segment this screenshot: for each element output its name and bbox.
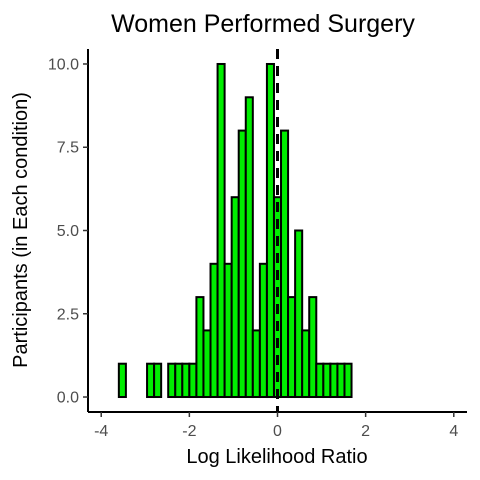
histogram-bar	[301, 329, 311, 399]
x-axis-label: Log Likelihood Ratio	[186, 446, 367, 468]
x-tick-label: 2	[361, 423, 370, 440]
histogram-bar	[315, 362, 325, 399]
histogram-bar	[287, 296, 297, 399]
histogram-bar	[336, 362, 346, 399]
histogram-bar	[329, 362, 339, 399]
histogram-bar	[209, 262, 219, 399]
x-tick-label: 0	[273, 423, 282, 440]
x-axis-ticks: -4 -2 0 2 4	[94, 412, 458, 440]
y-tick-label: 2.5	[57, 306, 79, 323]
y-tick-label: 7.5	[57, 140, 79, 157]
histogram-bar	[258, 262, 268, 399]
histogram-bar	[343, 362, 353, 399]
x-tick-label: -4	[94, 423, 108, 440]
y-axis-ticks: 0.0 2.5 5.0 7.5 10.0	[48, 56, 88, 407]
histogram-bar	[167, 362, 177, 399]
histogram-bar	[280, 129, 290, 399]
x-tick-label: 4	[449, 423, 458, 440]
histogram-bar	[146, 362, 156, 399]
histogram-bar	[216, 62, 226, 399]
histogram-bar	[237, 129, 247, 399]
histogram-bar	[202, 329, 212, 399]
histogram-bar	[153, 362, 163, 399]
histogram-bar	[265, 62, 275, 399]
histogram-bar	[308, 296, 318, 399]
histogram-bar	[251, 329, 261, 399]
histogram-bar	[244, 96, 254, 399]
bars-group	[117, 62, 353, 399]
y-tick-label: 10.0	[48, 56, 79, 73]
y-tick-label: 0.0	[57, 390, 79, 407]
chart-title: Women Performed Surgery	[111, 10, 415, 38]
y-tick-label: 5.0	[57, 223, 79, 240]
histogram-bar	[230, 196, 240, 399]
histogram-bar	[188, 362, 198, 399]
histogram-bar	[174, 362, 184, 399]
histogram-bar	[195, 296, 205, 399]
histogram-bar	[181, 362, 191, 399]
histogram-bar	[294, 229, 304, 399]
histogram-bar	[223, 262, 233, 399]
y-axis-label: Participants (in Each condition)	[10, 92, 32, 368]
histogram-bar	[117, 362, 127, 399]
x-tick-label: -2	[182, 423, 196, 440]
histogram-bar	[322, 362, 332, 399]
